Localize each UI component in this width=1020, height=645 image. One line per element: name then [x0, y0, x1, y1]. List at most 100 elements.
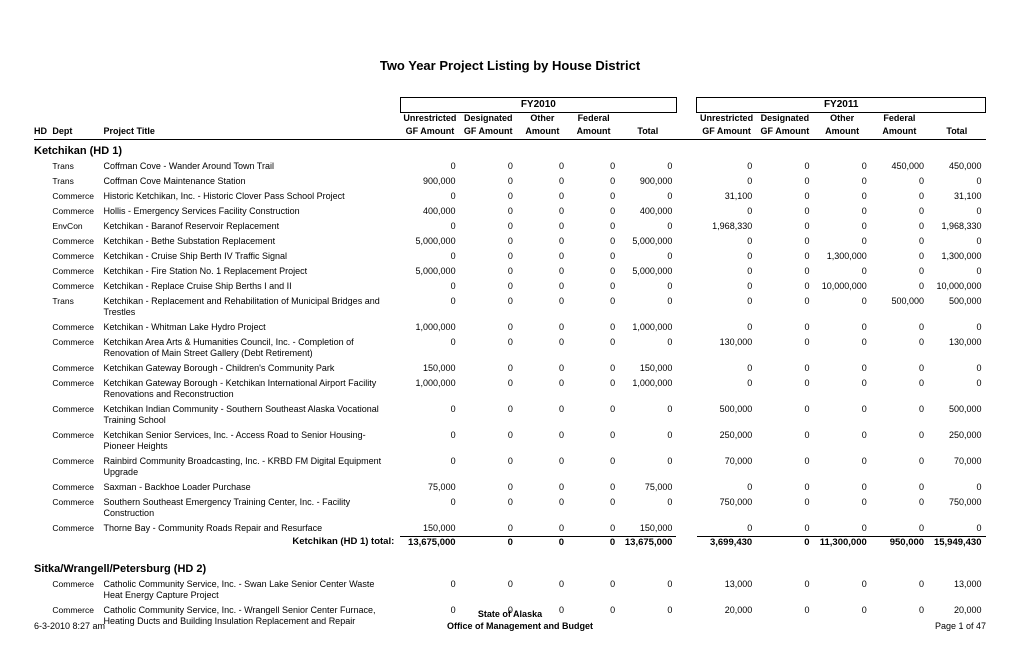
fy1-value: 0: [400, 335, 459, 361]
fy2-value: 0: [697, 249, 756, 264]
fy2-value: 0: [814, 335, 871, 361]
fy1-value: 0: [400, 454, 459, 480]
fy1-value: 0: [619, 577, 676, 603]
fy2-value: 450,000: [928, 159, 985, 174]
total-hdr-2: Total: [928, 126, 985, 139]
project-title-cell: Ketchikan Gateway Borough - Ketchikan In…: [104, 376, 401, 402]
fy2-value: 750,000: [928, 495, 985, 521]
fy1-value: 0: [460, 264, 517, 279]
fy2-value: 500,000: [928, 402, 985, 428]
fy2-value: 0: [756, 279, 813, 294]
dept-cell: EnvCon: [52, 219, 103, 234]
fy2-value: 0: [814, 189, 871, 204]
project-title-cell: Ketchikan Indian Community - Southern So…: [104, 402, 401, 428]
dept-cell: Commerce: [52, 376, 103, 402]
other2-hdr: Amount: [517, 126, 568, 139]
fy1-value: 0: [619, 495, 676, 521]
fy2-value: 0: [756, 521, 813, 536]
fy1-value: 0: [460, 577, 517, 603]
fy1-value: 1,000,000: [400, 320, 459, 335]
fy1-value: 0: [517, 454, 568, 480]
fy1-value: 0: [460, 159, 517, 174]
fy2-value: 1,300,000: [814, 249, 871, 264]
fy2-value: 0: [928, 204, 985, 219]
unrestricted1-hdr: Unrestricted: [400, 113, 459, 127]
fy1-value: 0: [460, 402, 517, 428]
fy1-value: 5,000,000: [619, 234, 676, 249]
fy1-value: 0: [400, 279, 459, 294]
fy2011-header: FY2011: [697, 98, 986, 113]
fy2-value: 1,968,330: [928, 219, 985, 234]
fy1-value: 0: [517, 320, 568, 335]
fy2-value: 0: [697, 480, 756, 495]
dept-cell: Commerce: [52, 234, 103, 249]
fy1-value: 0: [400, 189, 459, 204]
federal1-hdr-2: Federal: [871, 113, 928, 127]
fy1-value: 0: [517, 428, 568, 454]
fy2-value: 0: [814, 264, 871, 279]
fy1-value: 0: [517, 402, 568, 428]
fy2-value: 0: [871, 264, 928, 279]
fy2-value: 0: [928, 361, 985, 376]
fy1-value: 150,000: [400, 361, 459, 376]
fy2-value: 0: [928, 174, 985, 189]
subtotal-fy2: 11,300,000: [814, 536, 871, 548]
fy2-value: 0: [871, 361, 928, 376]
dept-cell: Commerce: [52, 189, 103, 204]
project-title-cell: Catholic Community Service, Inc. - Swan …: [104, 577, 401, 603]
fy2-value: 0: [756, 376, 813, 402]
fy2-value: 0: [871, 320, 928, 335]
fy2-value: 70,000: [697, 454, 756, 480]
fy1-value: 0: [460, 294, 517, 320]
fy1-value: 0: [400, 294, 459, 320]
project-title-hdr: Project Title: [104, 126, 401, 139]
subtotal-fy1: 0: [460, 536, 517, 548]
fy1-value: 150,000: [619, 361, 676, 376]
fy2-value: 0: [756, 234, 813, 249]
total-hdr: Total: [619, 126, 676, 139]
project-title-cell: Ketchikan - Baranof Reservoir Replacemen…: [104, 219, 401, 234]
fy2-value: 0: [756, 577, 813, 603]
fy1-value: 400,000: [619, 204, 676, 219]
fy1-value: 0: [517, 376, 568, 402]
fy2-value: 0: [871, 279, 928, 294]
fy1-value: 0: [517, 159, 568, 174]
fy1-value: 0: [517, 495, 568, 521]
project-title-cell: Ketchikan - Cruise Ship Berth IV Traffic…: [104, 249, 401, 264]
dept-cell: Commerce: [52, 495, 103, 521]
federal1-hdr: Federal: [568, 113, 619, 127]
fy2-value: 10,000,000: [814, 279, 871, 294]
project-title-cell: Ketchikan - Replacement and Rehabilitati…: [104, 294, 401, 320]
designated1-hdr: Designated: [460, 113, 517, 127]
fy2-value: 0: [928, 521, 985, 536]
fy2-value: 0: [697, 376, 756, 402]
dept-cell: Commerce: [52, 361, 103, 376]
fy2-value: 0: [871, 234, 928, 249]
footer-org-state: State of Alaska: [34, 609, 986, 619]
fy1-value: 0: [619, 454, 676, 480]
fy2-value: 0: [871, 204, 928, 219]
fy2-value: 0: [756, 204, 813, 219]
fy1-value: 0: [619, 189, 676, 204]
fy1-value: 0: [400, 219, 459, 234]
fy2-value: 13,000: [697, 577, 756, 603]
dept-cell: Trans: [52, 294, 103, 320]
dept-cell: Commerce: [52, 335, 103, 361]
fy1-value: 0: [568, 361, 619, 376]
fy1-value: 0: [517, 335, 568, 361]
federal2-hdr: Amount: [568, 126, 619, 139]
dept-cell: Commerce: [52, 249, 103, 264]
fy2-value: 0: [871, 577, 928, 603]
other1-hdr: Other: [517, 113, 568, 127]
fy2-value: 0: [756, 454, 813, 480]
fy2-value: 0: [756, 174, 813, 189]
fy1-value: 0: [517, 249, 568, 264]
dept-col-blank: [52, 113, 103, 127]
fy2-value: 0: [871, 219, 928, 234]
fy1-value: 0: [619, 335, 676, 361]
fy1-value: 5,000,000: [400, 264, 459, 279]
unrestricted2-hdr-2: GF Amount: [697, 126, 756, 139]
fy1-value: 0: [568, 174, 619, 189]
fy1-value: 0: [460, 174, 517, 189]
dept-cell: Commerce: [52, 454, 103, 480]
